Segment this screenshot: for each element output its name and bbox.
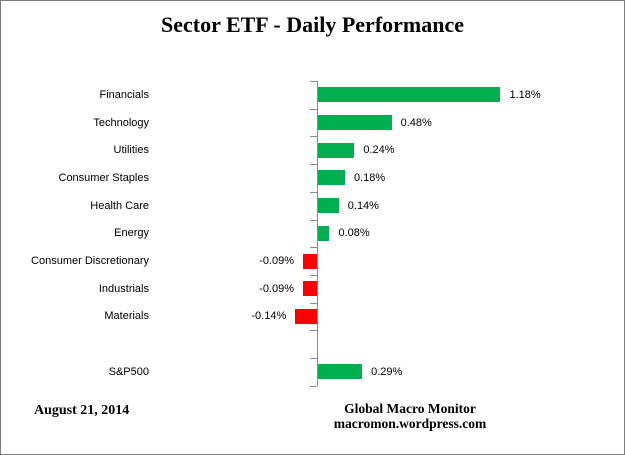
source-url: macromon.wordpress.com [333, 416, 487, 431]
category-label: Health Care [90, 199, 149, 212]
chart-title: Sector ETF - Daily Performance [160, 12, 464, 37]
value-label: 0.14% [347, 199, 379, 212]
value-label: 0.18% [353, 171, 386, 184]
axis-tick [310, 274, 317, 276]
axis-tick [310, 191, 317, 193]
value-label: 1.18% [509, 88, 541, 101]
negative-bar [303, 281, 317, 297]
axis-tick [310, 219, 317, 221]
negative-bar [295, 308, 317, 324]
category-label: S&P500 [108, 365, 149, 378]
axis-tick [310, 330, 317, 332]
positive-bar [317, 364, 363, 380]
value-label: -0.09% [259, 282, 295, 295]
category-label: Consumer Discretionary [31, 255, 149, 268]
category-label: Utilities [113, 144, 149, 157]
source-attribution: Global Macro Monitor macromon.wordpress.… [321, 401, 499, 431]
axis-tick [310, 164, 317, 166]
negative-bar [303, 253, 317, 269]
positive-bar [317, 142, 355, 158]
value-label: 0.48% [400, 116, 432, 129]
positive-bar [317, 115, 392, 131]
axis-tick [310, 385, 317, 387]
category-label: Consumer Staples [58, 171, 150, 184]
value-label: -0.14% [251, 310, 287, 323]
source-name: Global Macro Monitor [344, 401, 476, 416]
axis-tick [310, 136, 317, 138]
value-label: 0.29% [371, 365, 403, 378]
positive-bar [317, 198, 339, 214]
category-label: Financials [99, 88, 149, 101]
axis-tick [310, 108, 317, 110]
category-label: Technology [93, 116, 149, 129]
axis-tick [310, 247, 317, 249]
axis-tick [310, 358, 317, 359]
axis-tick [310, 81, 317, 82]
value-label: 0.08% [338, 227, 370, 240]
axis-tick [310, 302, 317, 304]
category-label: Energy [114, 227, 149, 240]
positive-bar [317, 225, 330, 241]
category-label: Industrials [98, 282, 149, 295]
value-label: 0.24% [363, 144, 395, 157]
category-label: Materials [104, 310, 149, 323]
value-label: -0.09% [259, 255, 295, 268]
chart-date: August 21, 2014 [34, 403, 130, 418]
value-axis-line [317, 81, 318, 386]
positive-bar [317, 87, 501, 103]
positive-bar [317, 170, 345, 186]
